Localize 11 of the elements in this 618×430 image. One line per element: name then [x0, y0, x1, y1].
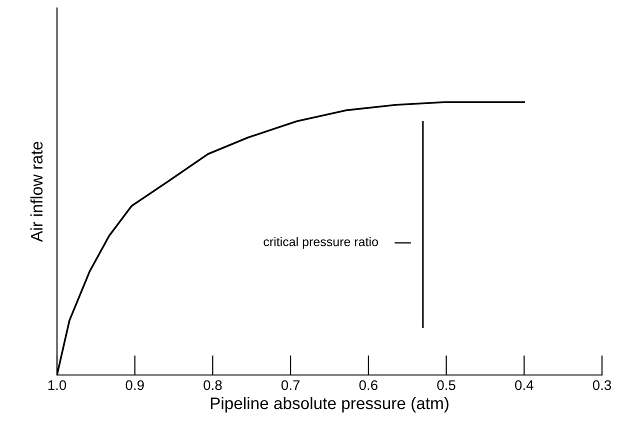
x-tick-label: 1.0: [48, 380, 66, 390]
y-axis-title: Air inflow rate: [30, 142, 43, 242]
x-tick-label: 0.3: [592, 380, 612, 390]
x-tick-label: 0.5: [437, 380, 456, 390]
x-axis-title: Pipeline absolute pressure (atm): [210, 396, 448, 413]
ref-line-label: critical pressure ratio: [264, 237, 378, 249]
x-tick-label: 0.7: [281, 380, 300, 390]
x-tick-label: 0.8: [204, 380, 222, 390]
x-tick-label: 0.9: [126, 380, 144, 390]
x-tick-label: 0.6: [359, 380, 378, 390]
x-tick-label: 0.4: [515, 380, 534, 390]
